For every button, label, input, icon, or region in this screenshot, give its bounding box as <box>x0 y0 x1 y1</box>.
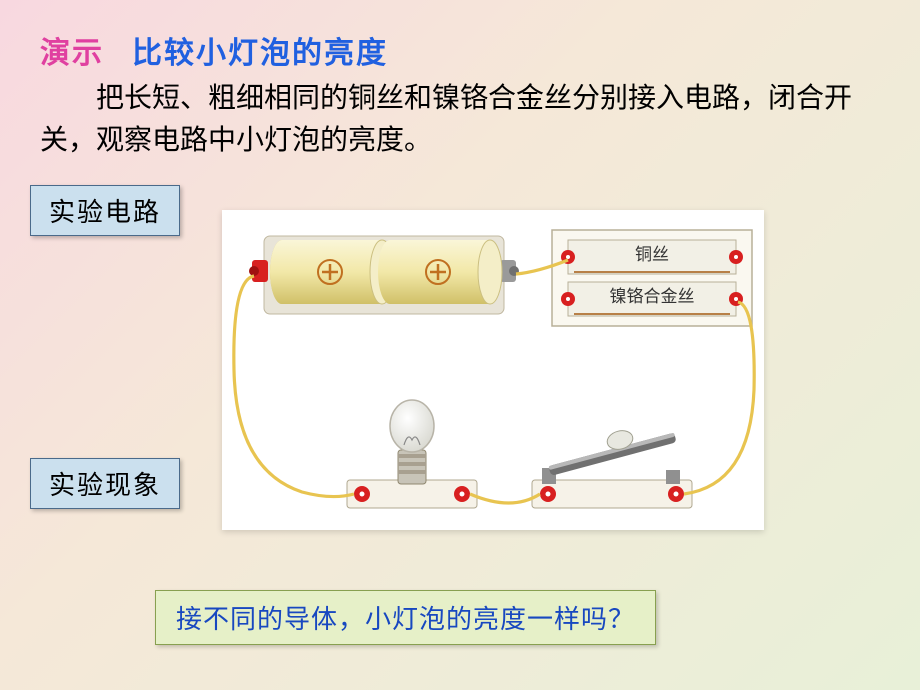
copper-label: 铜丝 <box>635 245 669 264</box>
title-row: 演示 比较小灯泡的亮度 <box>0 0 920 76</box>
circuit-diagram: 铜丝 镍铬合金丝 <box>222 210 764 530</box>
circuit-svg: 铜丝 镍铬合金丝 <box>222 210 764 530</box>
title-demo: 演示 <box>40 37 104 70</box>
bulb-assembly <box>347 400 477 508</box>
question-box: 接不同的导体，小灯泡的亮度一样吗？ <box>155 590 656 645</box>
description: 把长短、粗细相同的铜丝和镍铬合金丝分别接入电路，闭合开关，观察电路中小灯泡的亮度… <box>0 76 920 172</box>
label-phenomenon: 实验现象 <box>30 458 180 509</box>
switch-assembly <box>532 428 692 508</box>
wire-sample-board: 铜丝 镍铬合金丝 <box>552 230 752 326</box>
battery-holder <box>249 236 519 314</box>
nichrome-label: 镍铬合金丝 <box>610 287 695 306</box>
title-sub: 比较小灯泡的亮度 <box>132 37 388 70</box>
label-circuit: 实验电路 <box>30 185 180 236</box>
